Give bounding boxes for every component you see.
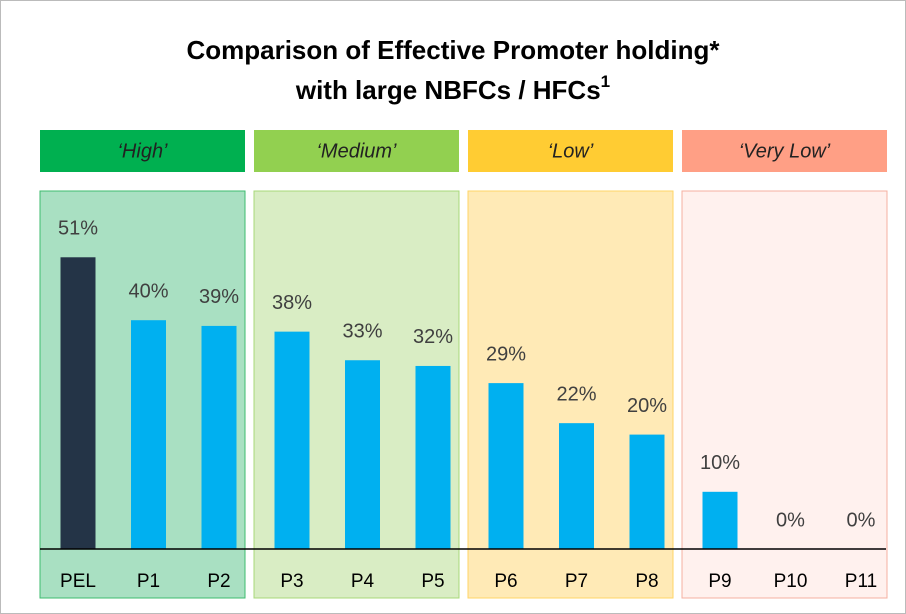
value-label: 22% (556, 383, 596, 405)
value-label: 0% (847, 509, 876, 531)
x-tick-label: P1 (137, 571, 160, 592)
x-tick-label: P8 (635, 571, 658, 592)
x-tick-label: P10 (774, 571, 808, 592)
x-tick-label: P11 (845, 571, 877, 592)
x-tick-label: P7 (565, 571, 588, 592)
value-label: 38% (272, 292, 312, 314)
bar (274, 331, 310, 549)
group-label: ‘High’ (117, 140, 168, 162)
value-label: 0% (776, 509, 805, 531)
title-note: 1 (601, 72, 610, 91)
group-label: ‘Very Low’ (739, 140, 831, 162)
value-label: 33% (342, 321, 382, 343)
value-label: 20% (627, 395, 667, 417)
chart-title: Comparison of Effective Promoter holding… (186, 35, 720, 65)
bar (201, 325, 237, 549)
bar (629, 434, 665, 549)
x-tick-label: P2 (207, 571, 230, 592)
x-tick-label: P9 (708, 571, 731, 592)
group-header (254, 130, 459, 172)
group-header (468, 130, 673, 172)
group-label: ‘Medium’ (316, 140, 397, 162)
value-label: 40% (128, 280, 168, 302)
bar (60, 257, 96, 549)
x-tick-label: P3 (280, 571, 303, 592)
value-label: 39% (199, 286, 239, 308)
title-line: with large NBFCs / HFCs (295, 75, 601, 105)
value-label: 29% (486, 343, 526, 365)
bar (345, 360, 380, 549)
x-tick-label: P4 (351, 571, 375, 592)
bar (559, 423, 594, 549)
x-tick-label: P5 (421, 571, 444, 592)
chart-title: with large NBFCs / HFCs1 (295, 72, 610, 104)
bar (488, 383, 524, 549)
value-label: 51% (58, 218, 98, 240)
bar (131, 320, 166, 549)
group-header (40, 130, 245, 172)
x-tick-label: PEL (60, 571, 96, 592)
group-header (682, 130, 887, 172)
x-tick-label: P6 (494, 571, 517, 592)
bar (415, 365, 451, 549)
group-label: ‘Low’ (548, 140, 594, 162)
value-label: 32% (413, 326, 453, 348)
value-label: 10% (700, 452, 740, 474)
bar (702, 491, 738, 549)
